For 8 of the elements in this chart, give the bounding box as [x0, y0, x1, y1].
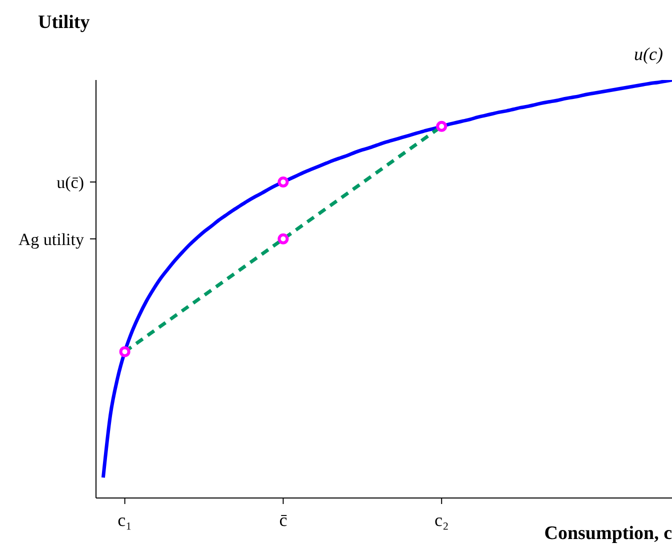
x-tick-label: c₁	[118, 510, 132, 530]
text: u(c̄)	[56, 172, 84, 192]
x-tick-label: c₂	[434, 510, 449, 530]
y-axis-title: Utility	[38, 12, 90, 34]
x-tick-label: c̄	[279, 510, 288, 530]
x-axis-title: Consumption, c	[544, 523, 672, 545]
text: Ag utility	[18, 230, 84, 249]
series-label: u(c)	[634, 44, 663, 64]
